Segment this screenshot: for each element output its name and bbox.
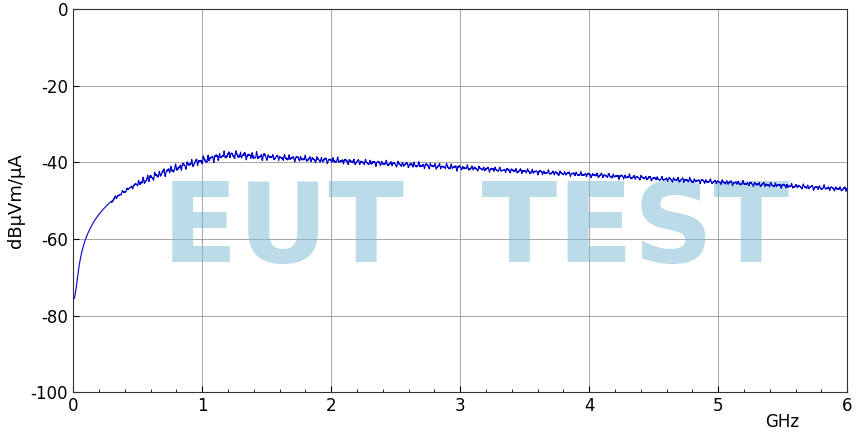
Text: GHz: GHz <box>765 413 800 431</box>
Y-axis label: dBµVm/µA: dBµVm/µA <box>7 153 25 248</box>
Text: EUT  TEST: EUT TEST <box>162 178 789 285</box>
